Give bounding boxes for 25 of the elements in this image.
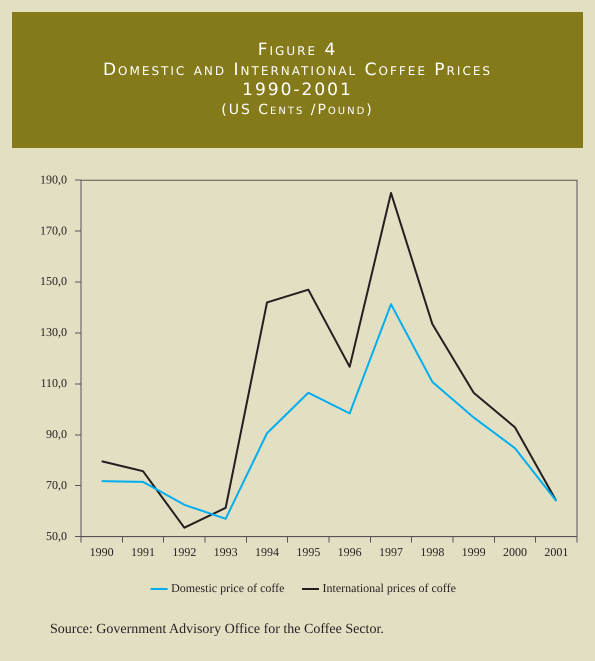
x-tick-label: 1997 [379, 544, 403, 559]
chart-title: Figure 4 Domestic and International Coffee Prices 1990-2001 [102, 40, 494, 100]
x-tick-label: 1998 [420, 544, 444, 559]
x-tick-label: 1999 [462, 544, 486, 559]
x-tick-label: 2000 [503, 544, 527, 559]
y-tick-label: 70,0 [46, 478, 67, 492]
x-tick-label: 2001 [544, 544, 568, 559]
y-tick-label: 50,0 [46, 528, 67, 543]
x-tick-label: 1996 [338, 544, 362, 559]
y-tick-label: 190,0 [40, 172, 67, 186]
x-tick-label: 1994 [255, 544, 279, 559]
y-tick-label: 170,0 [40, 223, 67, 238]
y-tick-label: 110,0 [40, 376, 67, 390]
source-note: Source: Government Advisory Office for the Coffee Sector. [50, 622, 384, 638]
x-tick-label: 1995 [296, 544, 320, 559]
x-tick-label: 1993 [214, 544, 238, 559]
y-tick-label: 130,0 [40, 325, 67, 340]
x-tick-label: 1991 [131, 544, 155, 559]
chart-subtitle: (US Cents /Pound) [220, 102, 375, 118]
y-tick-label: 90,0 [46, 426, 67, 441]
y-tick-label: 150,0 [40, 274, 67, 288]
x-tick-label: 1990 [90, 544, 114, 559]
legend-label: International prices of coffe [322, 581, 456, 596]
x-tick-label: 1992 [172, 544, 196, 559]
legend-label: Domestic price of coffe [171, 581, 285, 596]
